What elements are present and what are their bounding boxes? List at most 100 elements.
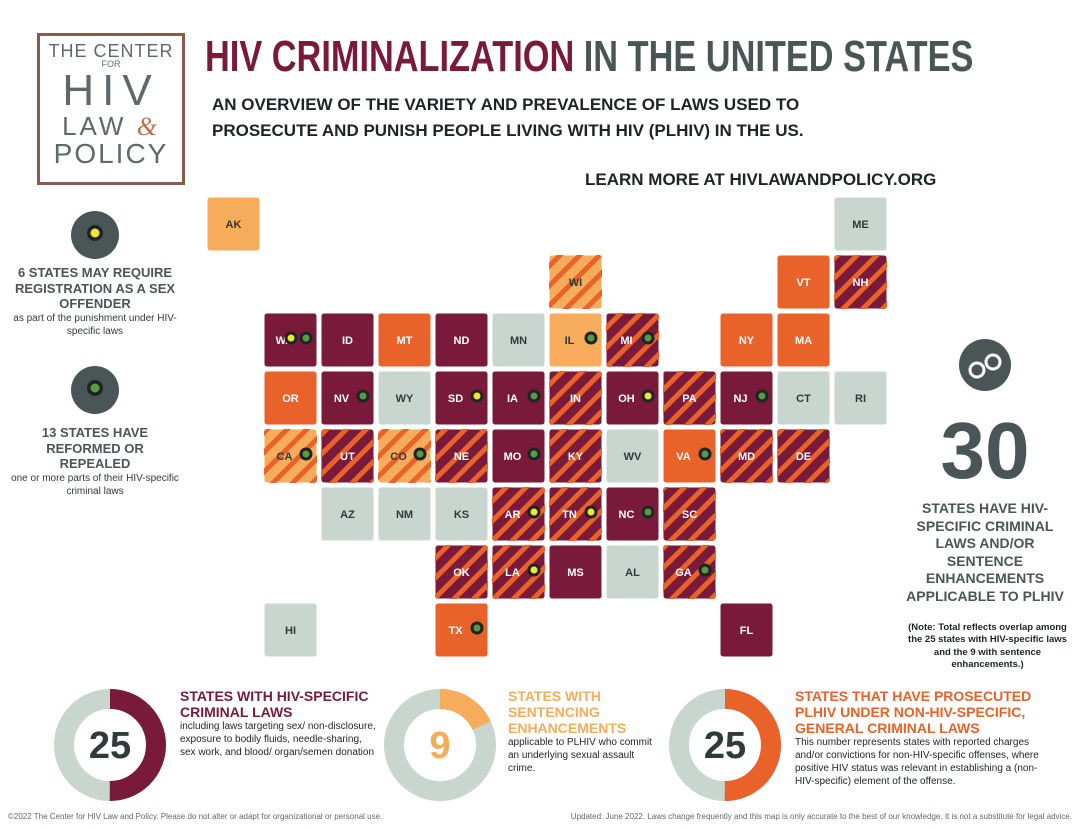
state-label: ME bbox=[852, 219, 869, 231]
state bbox=[320, 312, 375, 368]
state-label: OK bbox=[453, 567, 470, 579]
state-label: NM bbox=[396, 509, 413, 521]
donut-arc bbox=[384, 689, 496, 801]
logo-text: POLICY bbox=[53, 138, 169, 169]
state bbox=[776, 254, 831, 310]
donut-number: 25 bbox=[704, 725, 746, 767]
title-part: IN THE UNITED STATES bbox=[583, 32, 974, 81]
state-label: PA bbox=[682, 393, 697, 405]
state-label: IA bbox=[507, 393, 518, 405]
state bbox=[263, 602, 318, 658]
state-label: ID bbox=[342, 335, 353, 347]
state bbox=[377, 312, 432, 368]
state-label: NC bbox=[619, 509, 635, 521]
website-link[interactable]: LEARN MORE AT HIVLAWANDPOLICY.ORG bbox=[585, 170, 937, 189]
legend-text: as part of the punishment under HIV-spec… bbox=[13, 312, 177, 337]
state-label: AZ bbox=[340, 509, 355, 521]
state-label: ND bbox=[454, 335, 470, 347]
state-label: FL bbox=[740, 625, 754, 637]
state-pin-dot bbox=[530, 566, 538, 574]
state-pin-dot bbox=[644, 508, 652, 516]
state-pin-dot bbox=[359, 392, 367, 400]
state bbox=[434, 370, 489, 426]
donut-arc bbox=[669, 689, 781, 801]
state bbox=[434, 602, 489, 658]
state bbox=[491, 428, 546, 484]
legend-heading: 13 STATES HAVE REFORMED OR REPEALED bbox=[41, 425, 149, 472]
state-pin-dot bbox=[473, 624, 481, 632]
legend-item: 6 STATES MAY REQUIRE REGISTRATION AS A S… bbox=[10, 265, 180, 338]
state-stripes bbox=[720, 429, 773, 483]
state-label: VT bbox=[796, 277, 810, 289]
stat-text: This number represents states with repor… bbox=[795, 737, 1039, 788]
state-label: MN bbox=[510, 335, 527, 347]
state-label: NY bbox=[739, 335, 755, 347]
state-label: SC bbox=[682, 509, 697, 521]
state-stripes bbox=[549, 255, 602, 309]
stat-block: STATES WITH SENTENCING ENHANCEMENTS appl… bbox=[508, 688, 658, 775]
state-stripes bbox=[378, 429, 431, 483]
state-label: OR bbox=[282, 393, 299, 405]
state-label: CO bbox=[390, 451, 407, 463]
legend-item: 13 STATES HAVE REFORMED OR REPEALED one … bbox=[10, 425, 180, 498]
logo-text: FOR bbox=[101, 59, 121, 69]
state-label: MD bbox=[738, 451, 755, 463]
state-pin-dot bbox=[644, 392, 652, 400]
state-label: KS bbox=[454, 509, 469, 521]
state bbox=[776, 370, 831, 426]
state-label: UT bbox=[340, 451, 355, 463]
state-stripes bbox=[492, 487, 545, 541]
state bbox=[719, 370, 774, 426]
donut-number: 9 bbox=[429, 725, 450, 767]
legend-pin-dot bbox=[90, 383, 100, 393]
state-pin-dot bbox=[758, 392, 766, 400]
state-label: GA bbox=[675, 567, 692, 579]
state-stripes bbox=[321, 429, 374, 483]
state-label: HI bbox=[285, 625, 296, 637]
state-label: VA bbox=[676, 451, 691, 463]
state-stripes bbox=[606, 313, 659, 367]
state-pin-dot bbox=[302, 334, 310, 342]
state-label: KY bbox=[568, 451, 584, 463]
state-stripes bbox=[264, 429, 317, 483]
state bbox=[776, 312, 831, 368]
stat-heading: STATES WITH HIV-SPECIFIC CRIMINAL LAWS bbox=[180, 688, 369, 721]
state bbox=[548, 312, 603, 368]
footer-right: Updated: June 2022. Laws change frequent… bbox=[570, 812, 1072, 821]
state-stripes bbox=[777, 429, 830, 483]
logo-text: LAW & bbox=[40, 113, 182, 140]
state-pin-dot bbox=[530, 450, 538, 458]
summary-note: (Note: Total reflects overlap among the … bbox=[908, 622, 1067, 671]
state-stripes bbox=[435, 429, 488, 483]
stat-block: STATES THAT HAVE PROSECUTED PLHIV UNDER … bbox=[795, 688, 1045, 788]
state-label: CT bbox=[796, 393, 811, 405]
state-label: AR bbox=[505, 509, 521, 521]
state-label: WI bbox=[569, 277, 582, 289]
state-label: MI bbox=[620, 335, 632, 347]
stat-heading: STATES WITH SENTENCING ENHANCEMENTS bbox=[508, 688, 627, 737]
state-pin-dot bbox=[530, 392, 538, 400]
state-pin-dot bbox=[302, 450, 310, 458]
summary-number: 30 bbox=[940, 406, 1030, 495]
state bbox=[377, 486, 432, 542]
legend-heading: 6 STATES MAY REQUIRE REGISTRATION AS A S… bbox=[14, 265, 176, 312]
state bbox=[719, 312, 774, 368]
footer-left: ©2022 The Center for HIV Law and Policy.… bbox=[8, 812, 383, 821]
donut-arc bbox=[54, 689, 166, 801]
state bbox=[605, 544, 660, 600]
state-pin-dot bbox=[644, 334, 652, 342]
state-pin-dot bbox=[473, 392, 481, 400]
logo: THE CENTER FOR HIV LAW & POLICY bbox=[37, 33, 185, 185]
state bbox=[548, 544, 603, 600]
state-label: RI bbox=[855, 393, 866, 405]
summary-heading: STATES HAVE HIV-SPECIFIC CRIMINAL LAWS A… bbox=[906, 500, 1064, 604]
state-label: TX bbox=[448, 625, 463, 637]
stat-heading: STATES THAT HAVE PROSECUTED PLHIV UNDER … bbox=[795, 688, 1032, 737]
state-label: WV bbox=[624, 451, 642, 463]
state bbox=[491, 370, 546, 426]
state-label: CA bbox=[277, 451, 293, 463]
state-stripes bbox=[549, 429, 602, 483]
title: HIV CRIMINALIZATION IN THE UNITED STATES bbox=[205, 32, 973, 82]
